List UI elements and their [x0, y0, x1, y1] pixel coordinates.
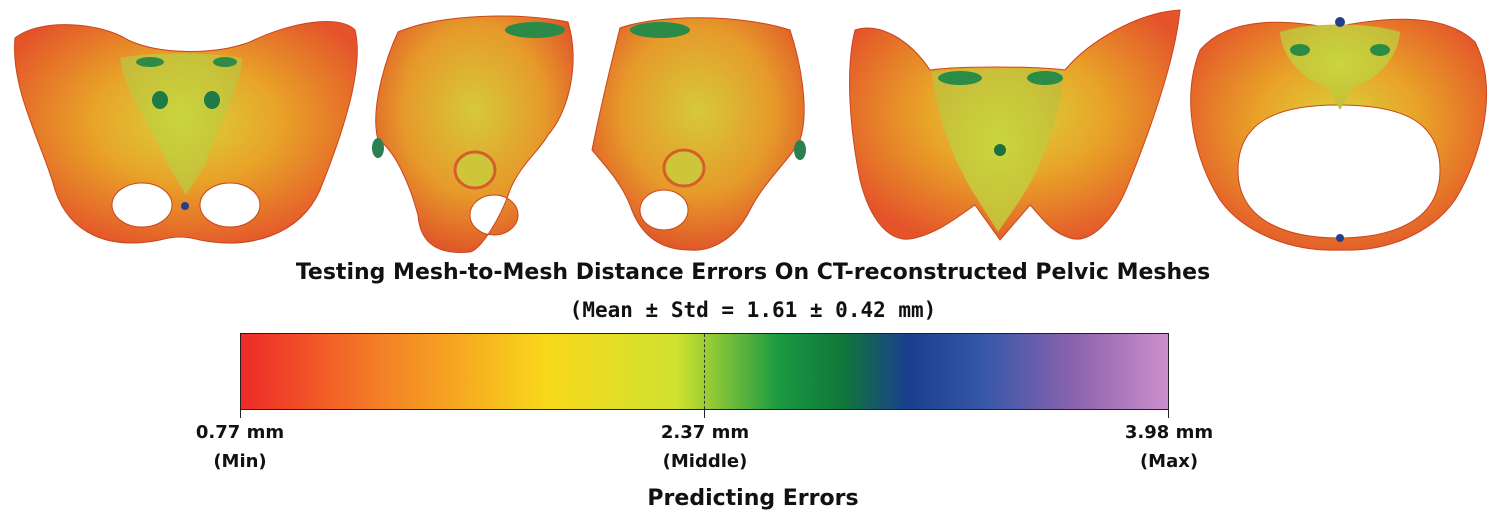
- pelvis-superior-view: [1190, 17, 1487, 251]
- colorbar-max-label: 3.98 mm (Max): [1115, 422, 1223, 472]
- pelvis-left-lateral-view: [591, 17, 806, 251]
- colorbar-max-value: 3.98 mm: [1124, 422, 1214, 443]
- colorbar-max-tag: (Max): [1139, 451, 1199, 472]
- colorbar-min-tag: (Min): [213, 451, 267, 472]
- pelvis-mesh-renderings: [14, 9, 1487, 254]
- figure-subtitle: (Mean ± Std = 1.61 ± 0.42 mm): [569, 298, 937, 322]
- pelvis-anterior-view: [14, 20, 358, 244]
- pelvis-posterior-view: [849, 9, 1181, 241]
- colorbar-min-label: 0.77 mm (Min): [190, 422, 290, 472]
- colorbar-tick-min: [240, 410, 241, 418]
- colorbar-tick-middle: [704, 410, 705, 418]
- colorbar-caption: Predicting Errors: [647, 486, 859, 511]
- colorbar-middle-label: 2.37 mm (Middle): [645, 422, 765, 472]
- colorbar-middle-value: 2.37 mm: [660, 422, 750, 443]
- pelvis-right-lateral-view: [372, 15, 574, 254]
- colorbar-middle-tag: (Middle): [662, 451, 748, 472]
- error-colorbar: [240, 333, 1169, 410]
- colorbar-middle-marker: [704, 334, 705, 409]
- colorbar-tick-max: [1168, 410, 1169, 418]
- colorbar-min-value: 0.77 mm: [195, 422, 285, 443]
- figure-title: Testing Mesh-to-Mesh Distance Errors On …: [295, 260, 1211, 285]
